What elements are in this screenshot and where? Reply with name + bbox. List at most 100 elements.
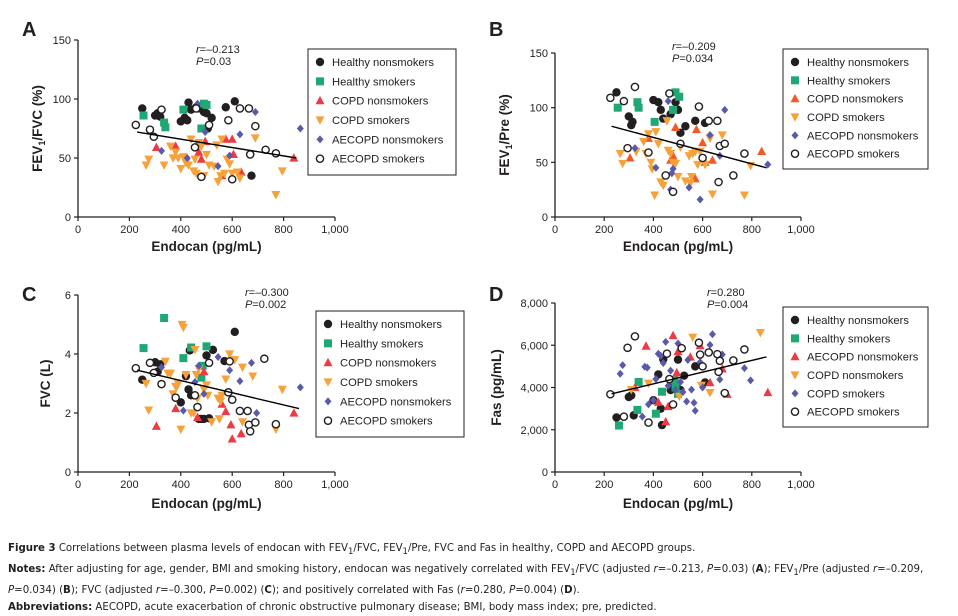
data-point (627, 391, 636, 400)
y-tick-label: 150 (53, 35, 71, 47)
series-aecopd-smokers (131, 104, 281, 184)
data-point (197, 172, 206, 182)
data-point (221, 375, 231, 384)
caption-r: r (653, 564, 658, 576)
data-point (251, 107, 259, 116)
data-point (707, 155, 717, 164)
data-point (705, 377, 715, 387)
y-tick-label: 2 (65, 408, 71, 420)
legend-marker (790, 351, 800, 361)
caption-text: =–0.213, (657, 564, 708, 576)
legend-marker (315, 116, 325, 125)
x-tick-label: 0 (552, 224, 558, 236)
figure-caption: Figure 3 Correlations between plasma lev… (8, 540, 953, 616)
legend-marker (323, 378, 333, 387)
data-point (160, 314, 169, 323)
legend: Healthy nonsmokers Healthy smokers COPD no… (315, 310, 465, 438)
data-point (189, 409, 199, 418)
caption-text: After adjusting for age, gender, BMI and… (45, 564, 571, 576)
data-point (691, 116, 700, 125)
data-point (202, 100, 211, 109)
data-point (671, 88, 680, 97)
data-point (676, 378, 684, 387)
data-point (227, 169, 237, 179)
data-point (145, 125, 155, 134)
r-value-annotation: r=–0.209 (672, 41, 716, 53)
data-point (225, 160, 235, 169)
data-point (625, 153, 635, 162)
data-point (161, 123, 170, 132)
data-point (630, 332, 640, 341)
data-point (763, 387, 773, 397)
legend-item: COPD nonsmokers (315, 96, 429, 108)
legend-label: AECOPD nonsmokers (332, 134, 444, 146)
legend-marker (316, 135, 324, 144)
data-points (606, 82, 772, 204)
legend-item: Healthy nonsmokers (323, 319, 442, 331)
legend-item: AECOPD smokers (323, 416, 433, 428)
x-tick-label: 0 (75, 479, 81, 491)
data-point (244, 104, 254, 113)
data-point (652, 375, 660, 384)
data-point (237, 363, 247, 373)
data-point (243, 406, 252, 416)
data-point (658, 181, 668, 191)
legend-marker (790, 149, 800, 158)
data-point (669, 164, 677, 173)
data-point (652, 163, 660, 172)
legend-box (307, 48, 457, 176)
data-point (651, 128, 661, 137)
data-point (232, 168, 242, 177)
legend-item: AECOPD smokers (315, 154, 425, 166)
data-points (606, 328, 773, 430)
data-point (688, 333, 698, 343)
legend-label: AECOPD smokers (340, 416, 433, 428)
data-point (717, 131, 727, 140)
data-point (191, 169, 201, 179)
data-point (190, 155, 200, 164)
data-point (641, 341, 651, 350)
data-point (245, 426, 255, 436)
legend-item: Healthy smokers (791, 75, 891, 87)
data-point (662, 337, 670, 346)
data-point (151, 421, 161, 430)
caption-panel-ref: D (564, 585, 573, 597)
data-point (230, 327, 239, 337)
data-point (630, 82, 640, 92)
series-copd-nonsmokers (626, 328, 765, 402)
data-point (260, 354, 269, 364)
r-value-annotation: r=–0.213 (196, 44, 240, 56)
data-point (706, 131, 714, 139)
caption-text: AECOPD, acute exacerbation of chronic ob… (92, 602, 657, 614)
data-point (235, 174, 245, 183)
legend: Healthy nonsmokers Healthy smokers COPD no… (782, 48, 929, 170)
data-point (204, 358, 214, 368)
x-tick-label: 1,000 (321, 479, 349, 491)
data-point (271, 190, 281, 200)
data-point (171, 393, 180, 402)
legend-item: COPD nonsmokers (790, 94, 904, 106)
legend-label: Healthy nonsmokers (807, 315, 909, 327)
x-tick-label: 0 (552, 479, 558, 491)
data-point (178, 323, 188, 333)
data-point (673, 355, 683, 364)
y-tick-label: 2,000 (520, 425, 548, 437)
data-point (628, 117, 637, 127)
series-copd-smokers (616, 330, 755, 421)
data-point (227, 134, 237, 143)
data-point (214, 415, 224, 424)
data-point (707, 190, 717, 199)
legend-item: AECOPD smokers (790, 149, 900, 161)
panel-letter: A (22, 19, 36, 41)
data-point (196, 142, 206, 151)
data-point (193, 412, 203, 422)
caption-p: P (209, 585, 216, 597)
x-tick-label: 600 (693, 224, 711, 236)
x-axis-label: Endocan (pg/mL) (151, 239, 261, 254)
series-copd-smokers (615, 117, 756, 200)
data-point (671, 159, 681, 169)
data-point (633, 98, 642, 107)
data-point (224, 115, 233, 125)
data-point (695, 350, 705, 359)
data-point (740, 345, 749, 354)
